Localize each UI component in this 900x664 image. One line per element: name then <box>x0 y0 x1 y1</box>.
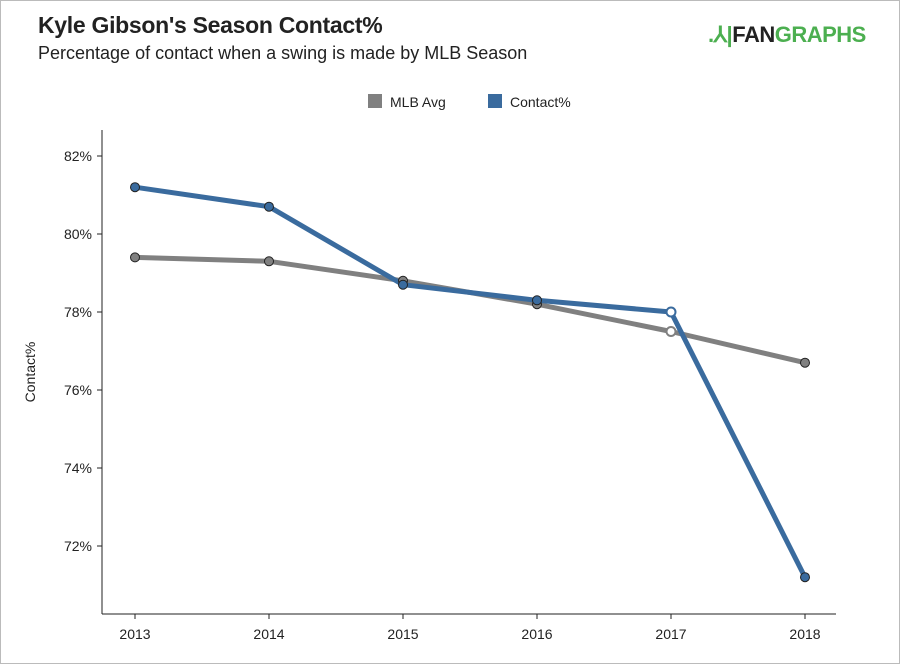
logo-text-graphs: GRAPHS <box>774 22 867 47</box>
logo-text-fan: FAN <box>732 22 775 47</box>
data-point-0-4 <box>665 326 677 337</box>
data-point-1-5 <box>800 572 810 583</box>
y-tick-label: 80% <box>64 226 92 242</box>
series-line-1 <box>134 184 808 579</box>
x-tick-label: 2014 <box>253 626 284 642</box>
x-tick-label: 2015 <box>387 626 418 642</box>
x-tick-label: 2018 <box>789 626 820 642</box>
y-tick-label: 74% <box>64 460 92 476</box>
chart-title: Kyle Gibson's Season Contact% <box>38 12 383 38</box>
logo-batter-icon: .⅄| <box>708 22 733 47</box>
y-tick-label: 78% <box>64 304 92 320</box>
data-point-1-1 <box>264 201 274 212</box>
data-point-1-0 <box>130 182 140 193</box>
data-point-0-0 <box>130 252 140 263</box>
y-tick-label: 76% <box>64 382 92 398</box>
x-tick-label: 2017 <box>655 626 686 642</box>
y-tick-label: 72% <box>64 538 92 554</box>
legend-swatch-0 <box>368 94 382 108</box>
data-point-0-5 <box>800 357 810 368</box>
data-point-1-3 <box>532 295 542 306</box>
x-tick-label: 2016 <box>521 626 552 642</box>
legend-label-0: MLB Avg <box>390 94 446 110</box>
y-axis-label: Contact% <box>22 342 38 403</box>
chart-subtitle: Percentage of contact when a swing is ma… <box>38 43 528 63</box>
x-tick-label: 2013 <box>119 626 150 642</box>
data-point-0-1 <box>264 256 274 267</box>
y-tick-label: 82% <box>64 148 92 164</box>
legend-swatch-1 <box>488 94 502 108</box>
data-point-1-2 <box>398 279 408 290</box>
fangraphs-logo: .⅄|FANGRAPHS <box>708 22 866 48</box>
series-line-0 <box>134 254 806 366</box>
data-point-1-4 <box>665 306 677 318</box>
legend-label-1: Contact% <box>510 94 571 110</box>
